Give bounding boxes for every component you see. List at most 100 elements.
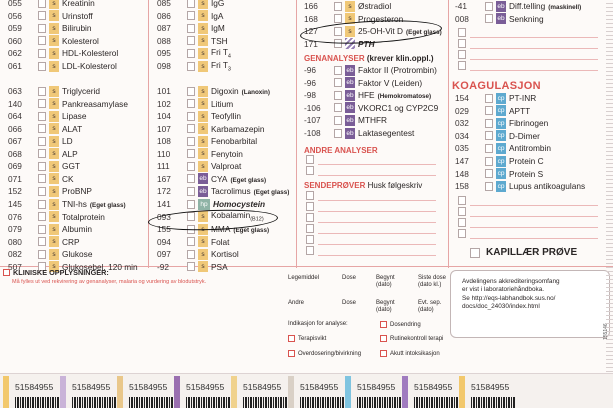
analysis-checkbox[interactable] [187,0,195,8]
analysis-checkbox[interactable] [334,103,342,113]
checkbox[interactable] [306,213,314,222]
analysis-checkbox[interactable] [187,23,195,33]
checkbox[interactable] [458,218,466,227]
kapillaer-checkbox-row[interactable]: KAPILLÆR PRØVE [470,247,577,258]
analysis-row[interactable]: 172 eb Tacrolimus (Eget glass) [157,185,295,198]
analysis-row[interactable]: 063 s Triglycerid [8,85,146,98]
overdosering-checkbox[interactable] [288,350,295,357]
barcode-label[interactable]: 51584955 [288,374,344,408]
entry-line[interactable] [306,165,436,176]
analysis-checkbox[interactable] [187,237,195,247]
analysis-checkbox[interactable] [187,124,195,134]
analysis-row[interactable]: 108 s Fenobarbital [157,135,295,148]
analysis-row[interactable]: 008 eb Senkning [455,13,605,26]
analysis-checkbox[interactable] [38,161,46,171]
entry-line[interactable] [306,212,436,223]
analysis-row[interactable]: -106 eb VKORC1 og CYP2C9 [304,102,446,115]
entry-line[interactable] [306,245,436,256]
analysis-checkbox[interactable] [334,14,342,24]
analysis-checkbox[interactable] [38,186,46,196]
analysis-checkbox[interactable] [485,118,493,128]
analysis-checkbox[interactable] [38,124,46,134]
analysis-checkbox[interactable] [38,174,46,184]
analysis-checkbox[interactable] [38,237,46,247]
barcode-label[interactable]: 51584955 [60,374,116,408]
analysis-checkbox[interactable] [38,23,46,33]
analysis-checkbox[interactable] [485,14,493,24]
analysis-row[interactable]: 069 s GGT [8,160,146,173]
analysis-checkbox[interactable] [187,149,195,159]
analysis-row[interactable]: 098 s Fri T3 [157,60,295,73]
barcode-label[interactable]: 51584955 [345,374,401,408]
analysis-row[interactable]: -107 eb MTHFR [304,114,446,127]
analysis-row[interactable]: 148 cp Protein S [455,167,605,180]
analysis-row[interactable]: 107 s Karbamazepin [157,122,295,135]
analysis-row[interactable]: 088 s TSH [157,35,295,48]
checkbox[interactable] [306,155,314,164]
terapisvikt-checkbox[interactable] [288,335,295,342]
analysis-row[interactable]: 127 s 25-OH-Vit D (Eget glass) [304,25,446,38]
analysis-checkbox[interactable] [187,111,195,121]
analysis-checkbox[interactable] [38,136,46,146]
analysis-row[interactable]: 158 cp Lupus antikoagulans [455,180,605,193]
akutt-checkbox[interactable] [380,350,387,357]
entry-line[interactable] [458,217,598,228]
analysis-row[interactable]: 029 cp APTT [455,105,605,118]
analysis-row[interactable]: 111 s Valproat [157,160,295,173]
analysis-checkbox[interactable] [334,115,342,125]
analysis-checkbox[interactable] [485,106,493,116]
analysis-checkbox[interactable] [187,136,195,146]
analysis-checkbox[interactable] [187,48,195,58]
rutinekontroll-option[interactable]: Rutinekontroll terapi [380,335,443,343]
analysis-row[interactable]: 166 s Østradiol [304,0,446,13]
checkbox[interactable] [306,191,314,200]
analysis-checkbox[interactable] [38,249,46,259]
analysis-checkbox[interactable] [334,65,342,75]
analysis-row[interactable]: 093 s Kobalamin(B12) [157,210,295,223]
analysis-row[interactable]: 141 hp Homocystein [157,198,295,211]
entry-line[interactable] [458,195,598,206]
checkbox[interactable] [458,28,466,37]
analysis-checkbox[interactable] [38,149,46,159]
entry-line[interactable] [306,234,436,245]
analysis-checkbox[interactable] [38,36,46,46]
entry-line[interactable] [458,27,598,38]
analysis-row[interactable]: 064 s Lipase [8,110,146,123]
checkbox[interactable] [306,224,314,233]
kapillaer-checkbox[interactable] [470,247,480,258]
analysis-checkbox[interactable] [187,249,195,259]
analysis-checkbox[interactable] [187,212,195,222]
analysis-checkbox[interactable] [485,93,493,103]
checkbox[interactable] [306,235,314,244]
analysis-checkbox[interactable] [187,199,195,209]
analysis-row[interactable]: 056 s Urinstoff [8,10,146,23]
analysis-row[interactable]: 167 eb CYA (Eget glass) [157,173,295,186]
analysis-checkbox[interactable] [187,86,195,96]
analysis-row[interactable]: 168 s Progesteron [304,13,446,26]
analysis-checkbox[interactable] [334,26,342,36]
checkbox[interactable] [458,61,466,70]
analysis-row[interactable]: 080 s CRP [8,235,146,248]
analysis-checkbox[interactable] [187,174,195,184]
analysis-row[interactable]: 079 s Albumin [8,223,146,236]
analysis-checkbox[interactable] [38,212,46,222]
analysis-row[interactable]: 085 s IgG [157,0,295,10]
entry-line[interactable] [458,228,598,239]
analysis-checkbox[interactable] [485,156,493,166]
analysis-row[interactable]: 104 s Teofyllin [157,110,295,123]
accreditation-link[interactable]: docs/doc_24030/index.html [462,302,540,310]
analysis-checkbox[interactable] [485,169,493,179]
analysis-row[interactable]: 152 s ProBNP [8,185,146,198]
barcode-label[interactable]: 51584955 [174,374,230,408]
analysis-checkbox[interactable] [38,0,46,8]
analysis-row[interactable]: 507 s Glukosebel. 120 min [8,260,146,273]
analysis-row[interactable]: 154 cp PT-INR [455,92,605,105]
analysis-row[interactable]: 062 s HDL-Kolesterol [8,47,146,60]
analysis-row[interactable]: 101 s Digoxin (Lanoxin) [157,85,295,98]
analysis-checkbox[interactable] [187,11,195,21]
analysis-checkbox[interactable] [38,262,46,272]
analysis-row[interactable]: 087 s IgM [157,22,295,35]
entry-line[interactable] [458,49,598,60]
checkbox[interactable] [306,246,314,255]
analysis-row[interactable]: 059 s Bilirubin [8,22,146,35]
